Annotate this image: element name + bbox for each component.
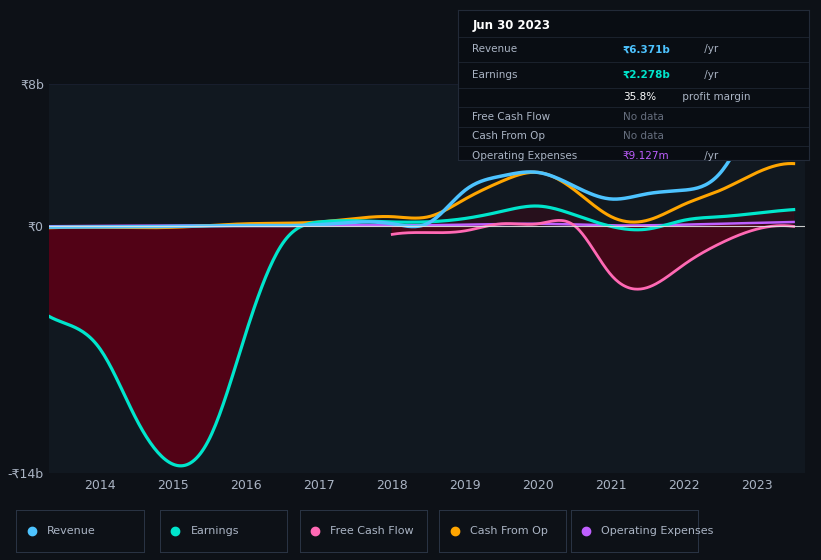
Text: /yr: /yr [701, 44, 718, 54]
Text: Jun 30 2023: Jun 30 2023 [472, 18, 550, 31]
Text: Operating Expenses: Operating Expenses [472, 151, 577, 161]
Text: Revenue: Revenue [472, 44, 517, 54]
Text: Earnings: Earnings [190, 526, 239, 535]
Text: ₹2.278b: ₹2.278b [623, 70, 671, 80]
Text: No data: No data [623, 112, 663, 122]
Text: 35.8%: 35.8% [623, 92, 656, 102]
Text: Cash From Op: Cash From Op [470, 526, 548, 535]
Text: profit margin: profit margin [679, 92, 750, 102]
Text: ₹6.371b: ₹6.371b [623, 44, 671, 54]
Text: No data: No data [623, 132, 663, 141]
Text: Free Cash Flow: Free Cash Flow [472, 112, 550, 122]
Text: Operating Expenses: Operating Expenses [601, 526, 713, 535]
Text: /yr: /yr [701, 151, 718, 161]
Text: /yr: /yr [701, 70, 718, 80]
Text: Cash From Op: Cash From Op [472, 132, 545, 141]
Text: Earnings: Earnings [472, 70, 518, 80]
Text: Free Cash Flow: Free Cash Flow [330, 526, 414, 535]
Text: Revenue: Revenue [47, 526, 96, 535]
Text: ₹9.127m: ₹9.127m [623, 151, 669, 161]
